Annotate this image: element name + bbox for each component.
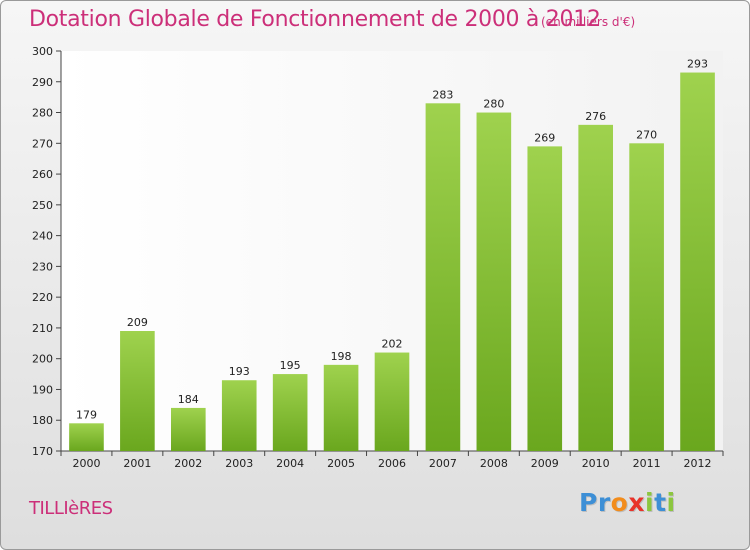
bar-value-label: 276 <box>585 110 606 123</box>
place-name: TILLIèRES <box>29 498 113 519</box>
bar <box>272 374 308 451</box>
bar <box>680 72 715 452</box>
x-tick-label: 2011 <box>633 457 661 470</box>
bar-value-label: 202 <box>382 338 403 351</box>
y-tick-label: 250 <box>32 199 53 212</box>
bar-value-label: 293 <box>687 58 708 71</box>
x-tick-label: 2000 <box>72 457 100 470</box>
proxiti-logo: Proxiti <box>579 488 676 517</box>
bar-value-label: 209 <box>127 316 148 329</box>
chart-subtitle: (en milliers d'€) <box>541 15 636 29</box>
bar <box>170 407 206 451</box>
y-tick-label: 190 <box>32 383 53 396</box>
y-tick-label: 200 <box>32 353 53 366</box>
x-tick-label: 2006 <box>378 457 406 470</box>
bar-value-label: 193 <box>229 365 250 378</box>
x-tick-label: 2004 <box>276 457 304 470</box>
bar <box>476 112 512 452</box>
bar-value-label: 179 <box>76 408 97 421</box>
bar-value-label: 184 <box>178 393 199 406</box>
logo-letter: i <box>645 488 655 517</box>
x-tick-label: 2009 <box>531 457 559 470</box>
y-tick-label: 280 <box>32 107 53 120</box>
x-tick-label: 2003 <box>225 457 253 470</box>
bar-value-label: 280 <box>483 98 504 111</box>
bar <box>69 423 104 451</box>
logo-letter: r <box>597 488 611 517</box>
y-tick-label: 240 <box>32 230 53 243</box>
bar <box>323 364 359 451</box>
bar <box>629 143 664 452</box>
y-tick-label: 290 <box>32 76 53 89</box>
bar <box>120 331 155 451</box>
bar <box>221 380 257 451</box>
y-tick-label: 170 <box>32 445 53 458</box>
logo-letter: t <box>654 488 667 517</box>
x-tick-label: 2002 <box>174 457 202 470</box>
y-tick-label: 260 <box>32 168 53 181</box>
y-tick-label: 300 <box>32 45 53 58</box>
y-tick-label: 270 <box>32 137 53 150</box>
x-tick-label: 2010 <box>582 457 610 470</box>
bar-value-label: 195 <box>280 359 301 372</box>
y-tick-label: 180 <box>32 414 53 427</box>
chart-title: Dotation Globale de Fonctionnement de 20… <box>29 7 601 32</box>
bar <box>425 103 461 452</box>
y-tick-label: 210 <box>32 322 53 335</box>
logo-letter: P <box>579 488 598 517</box>
bar <box>374 352 410 451</box>
bar-value-label: 283 <box>432 88 453 101</box>
x-tick-label: 2001 <box>123 457 151 470</box>
y-tick-label: 230 <box>32 260 53 273</box>
bar-value-label: 198 <box>331 350 352 363</box>
logo-letter: o <box>610 488 629 517</box>
x-tick-label: 2008 <box>480 457 508 470</box>
bar <box>578 124 614 451</box>
y-tick-label: 220 <box>32 291 53 304</box>
bar <box>527 146 563 451</box>
logo-letter: i <box>666 488 676 517</box>
bar-value-label: 270 <box>636 128 657 141</box>
x-tick-label: 2005 <box>327 457 355 470</box>
logo-letter: x <box>628 488 645 517</box>
bar-value-label: 269 <box>534 131 555 144</box>
x-tick-label: 2012 <box>684 457 712 470</box>
x-tick-label: 2007 <box>429 457 457 470</box>
